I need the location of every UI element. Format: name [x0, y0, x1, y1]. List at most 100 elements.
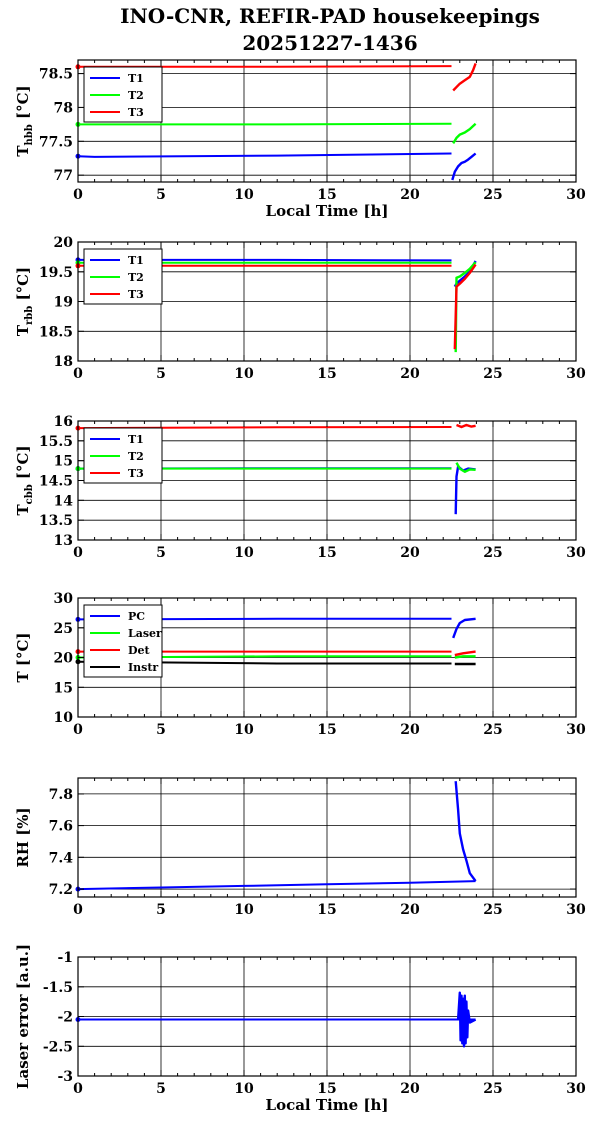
series-segment	[452, 122, 477, 145]
y-tick-label: 14	[54, 493, 74, 509]
y-axis-label: RH [%]	[14, 807, 32, 867]
y-axis-label: Laser error [a.u.]	[14, 944, 32, 1089]
y-tick-label: 25	[54, 621, 73, 637]
x-tick-label: 0	[73, 187, 83, 203]
panel-temps: 0 5 10 15 20 25 30 10 15 20 25 30 T [°C] PC Laser Det In…	[14, 591, 586, 738]
x-tick-label: 5	[156, 187, 166, 203]
x-tick-label: 15	[317, 545, 336, 561]
x-tick-label: 15	[317, 1081, 336, 1097]
series-segment	[451, 152, 477, 181]
x-axis-label: Local Time [h]	[266, 202, 389, 220]
y-tick-label: 7.2	[49, 882, 73, 898]
x-tick-label: 0	[73, 366, 83, 382]
y-tick-label: 7.4	[49, 850, 74, 866]
x-tick-label: 20	[400, 366, 420, 382]
x-tick-label: 10	[234, 545, 254, 561]
panel-hbb: 0 5 10 15 20 25 30 77 77.5 78 78.5 Local Time [h] Th…	[14, 59, 586, 220]
legend-cbb: T1 T2 T3	[83, 427, 163, 484]
y-tick-label: 7.6	[49, 819, 73, 835]
x-tick-label: 30	[566, 1081, 586, 1097]
y-axis-label: Thbb [°C]	[14, 85, 35, 156]
x-tick-label: 5	[156, 902, 166, 918]
y-axis-label: Trbb [°C]	[14, 267, 35, 336]
y-tick-label: 20	[54, 651, 74, 667]
x-tick-label: 25	[483, 545, 502, 561]
series-hbb-T2	[75, 121, 477, 145]
y-tick-label: 18.5	[39, 324, 73, 340]
x-tick-label: 20	[400, 187, 420, 203]
y-tick-label: 18	[54, 354, 73, 370]
x-tick-label: 0	[73, 1081, 83, 1097]
series-segment	[453, 263, 477, 350]
legend-hbb: T1 T2 T3	[83, 66, 163, 123]
series-segment	[452, 62, 477, 92]
x-tick-label: 10	[234, 187, 254, 203]
panels: 0 5 10 15 20 25 30 77 77.5 78 78.5 Local Time [h] Th…	[14, 59, 586, 1114]
x-tick-label: 0	[73, 722, 83, 738]
y-tick-label: 15	[54, 454, 73, 470]
legend-label: T1	[128, 433, 144, 446]
x-tick-label: 5	[156, 545, 166, 561]
legend-rbb: T1 T2 T3	[83, 248, 163, 305]
legend-label: Det	[128, 644, 151, 657]
y-tick-label: 14.5	[39, 474, 73, 490]
y-tick-label: 15.5	[39, 434, 73, 450]
legend-label: T3	[128, 467, 144, 480]
x-tick-label: 5	[156, 366, 166, 382]
series-segment	[455, 462, 476, 473]
y-tick-label: 13	[54, 533, 73, 549]
x-tick-label: 10	[234, 902, 254, 918]
x-tick-label: 25	[483, 366, 502, 382]
y-tick-label: -3	[57, 1069, 73, 1085]
legend-label: T3	[128, 288, 144, 301]
series-rh-line	[75, 781, 477, 892]
y-tick-label: 20	[54, 235, 74, 251]
series-segment	[454, 655, 476, 659]
x-tick-label: 20	[400, 1081, 420, 1097]
y-tick-label: 15	[54, 680, 73, 696]
x-tick-label: 10	[234, 722, 254, 738]
legend-label: T2	[128, 450, 144, 463]
series-segment	[454, 465, 476, 515]
legend-label: T2	[128, 89, 144, 102]
y-tick-label: 19.5	[39, 265, 73, 281]
y-tick-label: 77.5	[39, 134, 73, 150]
series-line	[77, 880, 476, 891]
series-laser-line	[75, 991, 477, 1048]
x-tick-label: 25	[483, 1081, 502, 1097]
x-tick-label: 30	[566, 722, 586, 738]
x-tick-label: 20	[400, 545, 420, 561]
x-tick-label: 15	[317, 187, 336, 203]
y-axis-label: Tcbb [°C]	[14, 445, 35, 515]
y-tick-label: -2.5	[43, 1039, 73, 1055]
legend-label: PC	[128, 610, 145, 623]
y-tick-label: 16	[54, 414, 73, 430]
series-line	[77, 152, 452, 158]
y-tick-label: 77	[54, 168, 73, 184]
legend-temps: PC Laser Det Instr	[83, 604, 163, 678]
figure-title-line2: 20251227-1436	[242, 31, 417, 55]
x-tick-label: 25	[483, 187, 502, 203]
legend-label: Laser	[128, 627, 162, 640]
legend-label: T2	[128, 271, 144, 284]
x-tick-label: 20	[400, 722, 420, 738]
series-segment	[456, 991, 477, 1048]
legend-label: T3	[128, 106, 144, 119]
x-tick-label: 25	[483, 902, 502, 918]
y-tick-label: 7.8	[49, 787, 73, 803]
series-hbb-T1	[75, 152, 477, 181]
y-tick-label: 78	[54, 100, 73, 116]
y-tick-label: -1	[57, 950, 73, 966]
y-tick-label: -1.5	[43, 980, 73, 996]
x-tick-label: 20	[400, 902, 420, 918]
y-tick-label: 30	[54, 591, 74, 607]
x-tick-label: 15	[317, 902, 336, 918]
panel-cbb: 0 5 10 15 20 25 30 13 13.5 14 14.5 15 15.5 16 Tcbb [°C…	[14, 414, 586, 561]
series-segment	[454, 650, 476, 657]
panel-laser: 0 5 10 15 20 25 30 -3 -2.5 -2 -1.5 -1 Local Time [h]…	[14, 944, 586, 1114]
series-line	[78, 122, 452, 126]
x-tick-label: 15	[317, 366, 336, 382]
x-tick-label: 30	[566, 545, 586, 561]
